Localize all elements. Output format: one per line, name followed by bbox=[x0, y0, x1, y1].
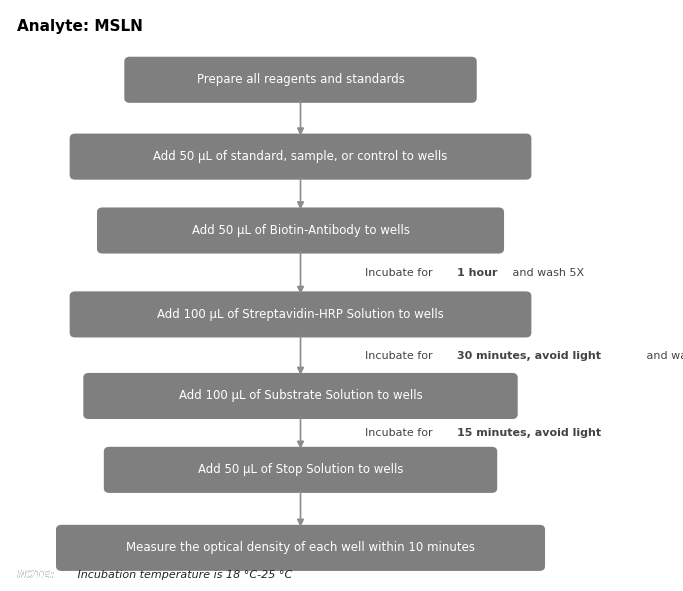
FancyBboxPatch shape bbox=[56, 525, 545, 571]
Text: Incubate for: Incubate for bbox=[365, 268, 436, 278]
Text: Add 50 μL of Stop Solution to wells: Add 50 μL of Stop Solution to wells bbox=[198, 463, 403, 476]
Text: and wash 5X: and wash 5X bbox=[510, 268, 585, 278]
FancyBboxPatch shape bbox=[70, 291, 531, 337]
FancyBboxPatch shape bbox=[70, 134, 531, 180]
Text: Add 100 μL of Streptavidin-HRP Solution to wells: Add 100 μL of Streptavidin-HRP Solution … bbox=[157, 308, 444, 321]
Text: Add 50 μL of standard, sample, or control to wells: Add 50 μL of standard, sample, or contro… bbox=[153, 150, 448, 163]
Text: NOTE:: NOTE: bbox=[17, 570, 55, 580]
Text: Add 100 μL of Substrate Solution to wells: Add 100 μL of Substrate Solution to well… bbox=[179, 389, 422, 402]
FancyBboxPatch shape bbox=[83, 373, 518, 419]
Text: Analyte: MSLN: Analyte: MSLN bbox=[17, 19, 143, 34]
Text: Incubation temperature is 18 °C-25 °C: Incubation temperature is 18 °C-25 °C bbox=[67, 570, 292, 580]
Text: 15 minutes, avoid light: 15 minutes, avoid light bbox=[457, 428, 601, 437]
FancyBboxPatch shape bbox=[104, 447, 497, 493]
FancyBboxPatch shape bbox=[124, 57, 477, 103]
FancyBboxPatch shape bbox=[97, 207, 504, 254]
Text: Add 50 μL of Biotin-Antibody to wells: Add 50 μL of Biotin-Antibody to wells bbox=[191, 224, 410, 237]
Text: Prepare all reagents and standards: Prepare all reagents and standards bbox=[197, 73, 404, 86]
Text: and wash 5X: and wash 5X bbox=[643, 351, 683, 361]
Text: Measure the optical density of each well within 10 minutes: Measure the optical density of each well… bbox=[126, 541, 475, 554]
Text: NOTE:: NOTE: bbox=[17, 570, 55, 580]
Text: Incubate for: Incubate for bbox=[365, 351, 436, 361]
Text: Incubate for: Incubate for bbox=[365, 428, 436, 437]
Text: 1 hour: 1 hour bbox=[457, 268, 498, 278]
Text: 30 minutes, avoid light: 30 minutes, avoid light bbox=[457, 351, 601, 361]
